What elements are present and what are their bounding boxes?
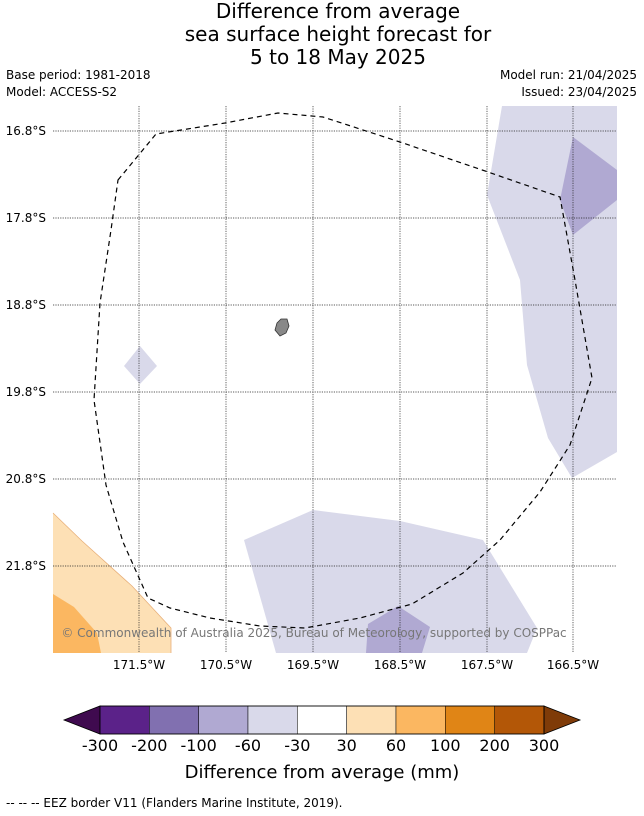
colorbar-bin xyxy=(297,705,347,735)
colorbar-bins xyxy=(99,705,545,735)
lat-label: 20.8°S xyxy=(6,472,46,486)
anomaly-region-east-core xyxy=(560,137,617,235)
colorbar-tick-labels: -300 -200 -100 -60 -30 30 60 100 200 300 xyxy=(82,736,559,755)
issued-date: Issued: 23/04/2025 xyxy=(521,85,637,99)
colorbar-bin xyxy=(99,705,150,735)
colorbar-extend-min xyxy=(62,705,101,735)
lat-label: 17.8°S xyxy=(6,211,46,225)
anomaly-contour-positive xyxy=(52,512,172,653)
lon-label: 168.5°W xyxy=(374,658,426,672)
lat-label: 21.8°S xyxy=(6,559,46,573)
colorbar: -300 -200 -100 -60 -30 30 60 100 200 300 xyxy=(62,705,582,755)
colorbar-bin xyxy=(149,705,199,735)
copyright-text: © Commonwealth of Australia 2025, Bureau… xyxy=(61,626,566,640)
colorbar-frame xyxy=(99,705,545,735)
anomaly-region-south xyxy=(244,510,537,653)
colorbar-bin xyxy=(395,705,446,735)
colorbar-tick-label: -60 xyxy=(235,736,261,755)
model-run: Model run: 21/04/2025 xyxy=(499,68,637,82)
lat-label: 16.8°S xyxy=(6,124,46,138)
colorbar-tick-label: 100 xyxy=(430,736,461,755)
anomaly-fills xyxy=(52,106,617,653)
lon-axis-labels: 171.5°W 170.5°W 169.5°W 168.5°W 167.5°W … xyxy=(113,658,599,672)
eez-legend-note: -- -- -- EEZ border V11 (Flanders Marine… xyxy=(6,796,343,810)
base-period: Base period: 1981-2018 xyxy=(6,68,151,82)
lon-label: 167.5°W xyxy=(461,658,513,672)
colorbar-tick-label: 30 xyxy=(336,736,356,755)
meta-right: Model run: 21/04/2025 Issued: 23/04/2025 xyxy=(500,67,637,101)
title-line-1: Difference from average xyxy=(215,0,461,23)
title-line-2: sea surface height forecast for xyxy=(184,22,492,46)
map-panel: © Commonwealth of Australia 2025, Bureau… xyxy=(6,106,617,672)
lat-axis-labels: 16.8°S 17.8°S 18.8°S 19.8°S 20.8°S 21.8°… xyxy=(6,124,46,573)
colorbar-tick-label: 200 xyxy=(479,736,510,755)
colorbar-bin xyxy=(198,705,249,735)
lat-label: 18.8°S xyxy=(6,298,46,312)
model-name: Model: ACCESS-S2 xyxy=(6,85,118,99)
lon-label: 166.5°W xyxy=(547,658,599,672)
colorbar-title: Difference from average (mm) xyxy=(184,762,460,783)
colorbar-extend-max xyxy=(543,705,582,735)
anomaly-region-southwest-core xyxy=(53,594,101,653)
colorbar-bin xyxy=(346,705,397,735)
lon-label: 169.5°W xyxy=(287,658,339,672)
colorbar-tick-label: -300 xyxy=(82,736,118,755)
colorbar-tick-label: -200 xyxy=(131,736,167,755)
gridlines xyxy=(53,106,617,653)
title-line-3: 5 to 18 May 2025 xyxy=(250,45,426,69)
colorbar-bin xyxy=(494,705,545,735)
colorbar-tick-label: -100 xyxy=(181,736,217,755)
colorbar-bin xyxy=(247,705,298,735)
eez-border xyxy=(93,112,593,629)
meta-left: Base period: 1981-2018 Model: ACCESS-S2 xyxy=(6,67,151,101)
anomaly-region-small-west xyxy=(124,346,157,384)
colorbar-tick-label: 60 xyxy=(386,736,406,755)
colorbar-tick-label: 300 xyxy=(529,736,560,755)
colorbar-tick-label: -30 xyxy=(284,736,310,755)
chart-title: Difference from average sea surface heig… xyxy=(0,0,644,69)
lat-label: 19.8°S xyxy=(6,385,46,399)
lon-label: 170.5°W xyxy=(200,658,252,672)
island xyxy=(274,318,290,337)
anomaly-region-south-core xyxy=(366,606,430,653)
lon-label: 171.5°W xyxy=(113,658,165,672)
colorbar-bin xyxy=(445,705,495,735)
